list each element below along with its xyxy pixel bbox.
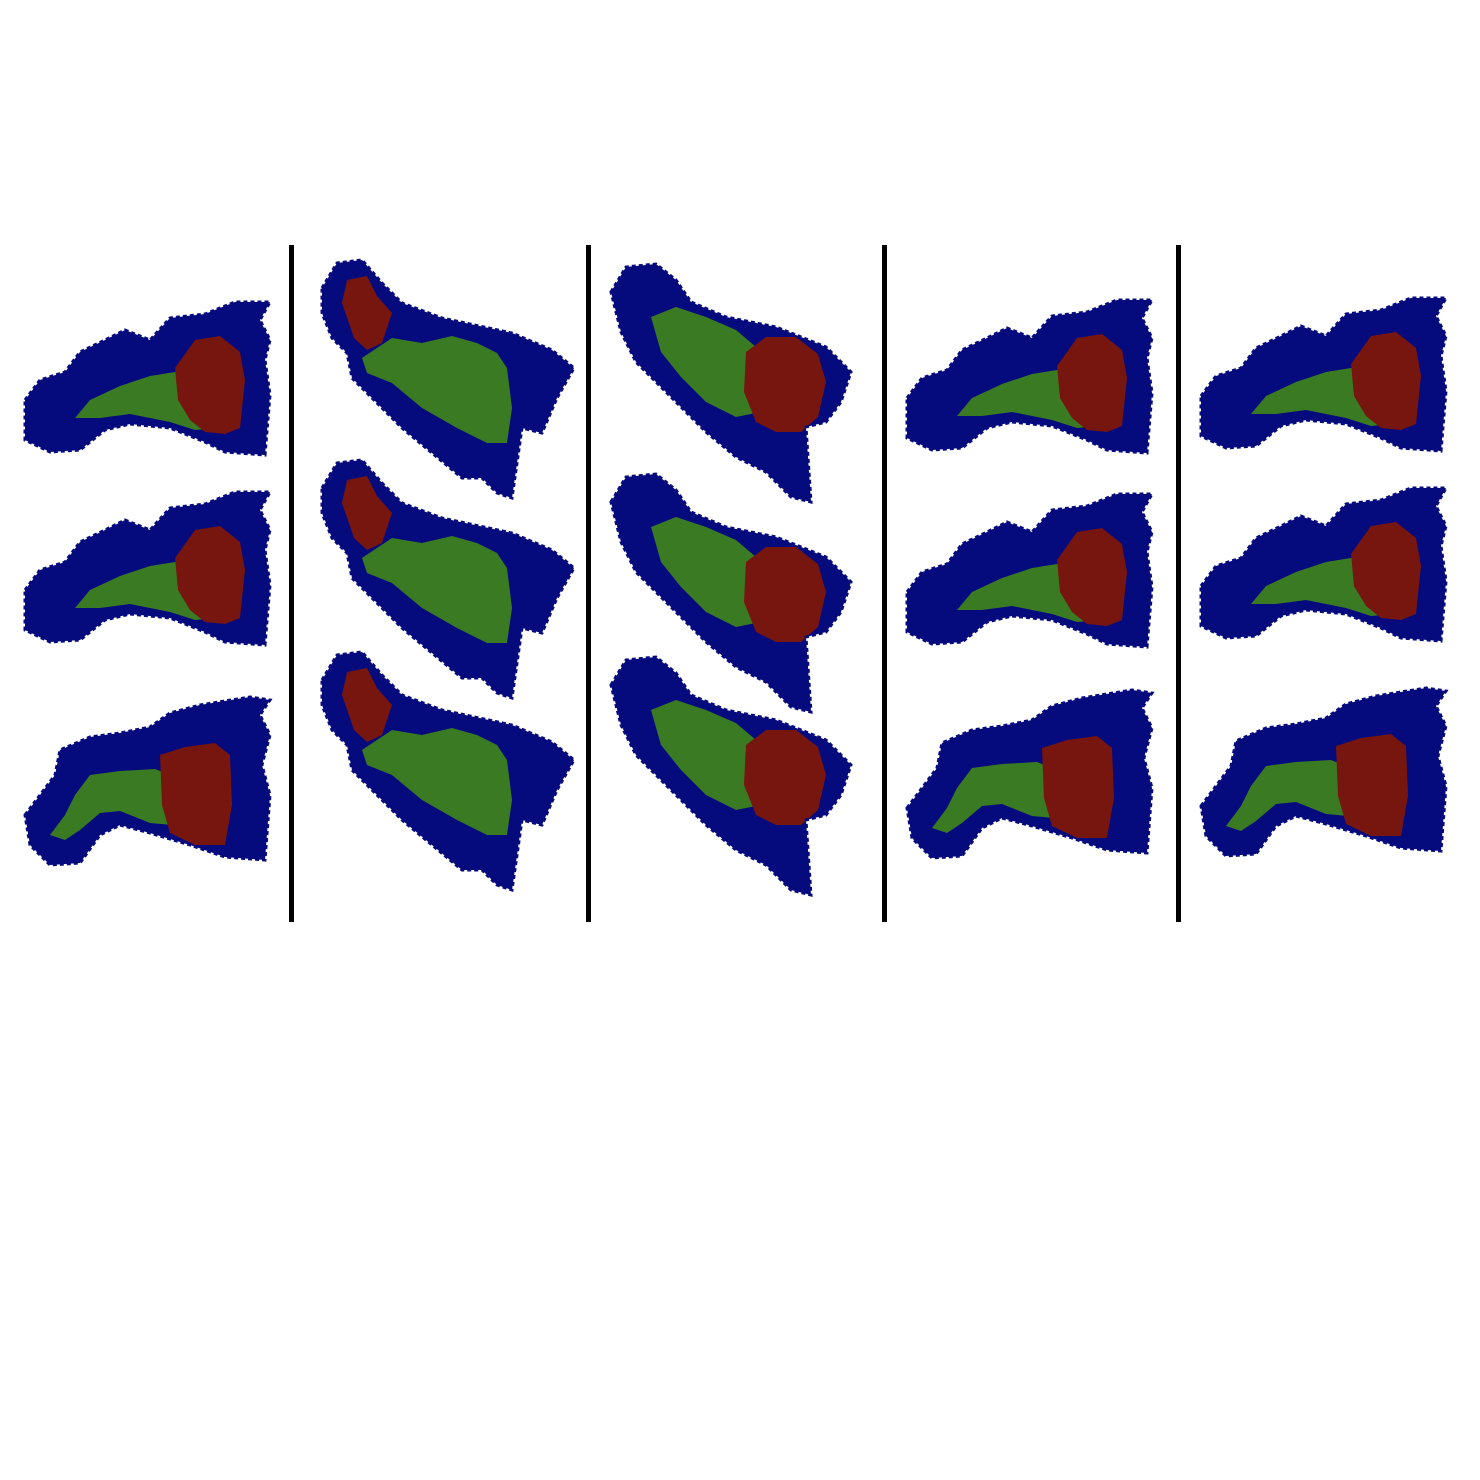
inner-region: [175, 526, 245, 624]
middle-region: [932, 762, 1054, 833]
inner-region: [744, 547, 826, 642]
segmentation-shape: [902, 298, 1155, 473]
segmentation-svg: [609, 655, 853, 897]
middle-region: [362, 336, 512, 443]
segmentation-shape: [606, 655, 871, 900]
segmentation-svg: [1199, 686, 1449, 858]
panel-divider: [289, 245, 294, 922]
segmentation-svg: [905, 688, 1155, 860]
outer-edge: [905, 492, 1155, 649]
segmentation-svg: [23, 695, 273, 867]
outer-edge: [905, 688, 1155, 860]
segmentation-shape: [312, 258, 577, 503]
middle-region: [651, 517, 766, 627]
middle-region: [362, 728, 512, 835]
segmentation-shape: [1196, 296, 1449, 471]
outer-edge: [609, 472, 853, 714]
inner-region: [1057, 334, 1127, 432]
outer-edge: [23, 300, 273, 457]
outer-edge: [1199, 686, 1449, 858]
inner-region: [160, 743, 232, 845]
outer-edge: [320, 258, 576, 500]
inner-region: [342, 276, 392, 350]
inner-region: [744, 730, 826, 825]
inner-region: [744, 337, 826, 432]
segmentation-svg: [23, 300, 273, 457]
outer-edge: [23, 490, 273, 647]
outer-edge: [609, 655, 853, 897]
segmentation-svg: [905, 492, 1155, 649]
panel-divider: [586, 245, 591, 922]
segmentation-svg: [609, 262, 853, 504]
outer-edge: [1199, 486, 1449, 643]
middle-region: [50, 769, 172, 840]
segmentation-shape: [20, 695, 273, 870]
inner-region: [175, 336, 245, 434]
segmentation-shape: [312, 650, 577, 895]
inner-region: [1042, 736, 1114, 838]
outer-edge: [609, 262, 853, 504]
inner-region: [1351, 522, 1421, 620]
segmentation-shape: [20, 490, 273, 665]
segmentation-svg: [905, 298, 1155, 455]
segmentation-svg: [23, 490, 273, 647]
inner-region: [1336, 734, 1408, 836]
outer-edge: [320, 458, 576, 700]
segmentation-svg: [320, 650, 576, 892]
inner-region: [1351, 332, 1421, 430]
segmentation-svg: [1199, 486, 1449, 643]
middle-region: [1226, 760, 1348, 831]
inner-region: [342, 476, 392, 550]
outer-edge: [23, 695, 273, 867]
outer-edge: [905, 298, 1155, 455]
inner-region: [1057, 528, 1127, 626]
middle-region: [362, 536, 512, 643]
outer-edge: [1199, 296, 1449, 453]
panel-divider: [882, 245, 887, 922]
segmentation-shape: [20, 300, 273, 475]
segmentation-shape: [312, 458, 577, 703]
segmentation-svg: [609, 472, 853, 714]
middle-region: [651, 700, 766, 810]
segmentation-shape: [1196, 486, 1449, 661]
segmentation-shape: [902, 492, 1155, 667]
segmentation-svg: [320, 458, 576, 700]
segmentation-shape: [902, 688, 1155, 863]
segmentation-svg: [320, 258, 576, 500]
segmentation-shape: [606, 472, 871, 717]
outer-edge: [320, 650, 576, 892]
inner-region: [342, 668, 392, 742]
panel-divider: [1176, 245, 1181, 922]
middle-region: [651, 307, 766, 417]
segmentation-shape: [1196, 686, 1449, 861]
segmentation-svg: [1199, 296, 1449, 453]
segmentation-shape: [606, 262, 871, 507]
